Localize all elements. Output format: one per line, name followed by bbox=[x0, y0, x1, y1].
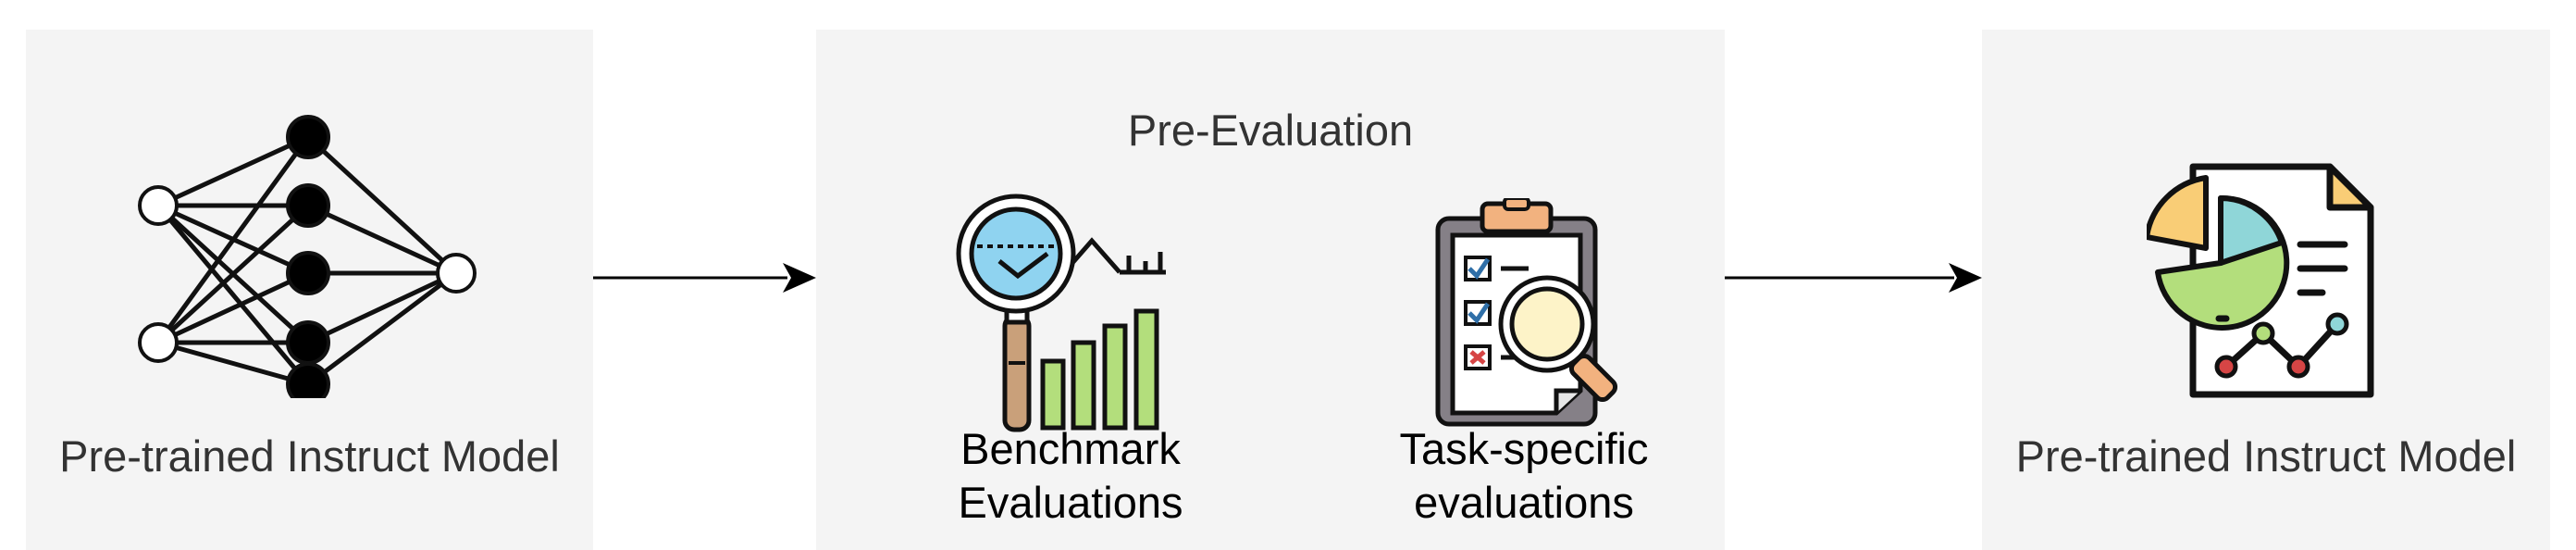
panel-pre-evaluation: Pre-Evaluation Benchmark Evaluations bbox=[816, 30, 1725, 550]
task-specific-evaluations-label-line2: evaluations bbox=[1414, 478, 1634, 527]
benchmark-evaluations-label-line1: Benchmark bbox=[960, 424, 1181, 473]
arrow-right bbox=[593, 263, 816, 293]
arrow-right bbox=[1725, 263, 1982, 293]
pretrained-model-label: Pre-trained Instruct Model bbox=[59, 431, 560, 481]
panel-pretrained-model-input: Pre-trained Instruct Model bbox=[26, 30, 593, 550]
panel-pretrained-model-output: Pre-trained Instruct Model bbox=[1982, 30, 2550, 550]
pre-evaluation-title: Pre-Evaluation bbox=[1127, 106, 1414, 155]
neural-network-icon bbox=[138, 115, 477, 398]
pretrained-model-label: Pre-trained Instruct Model bbox=[2015, 431, 2517, 481]
benchmark-evaluations-label-line2: Evaluations bbox=[958, 478, 1183, 527]
task-specific-evaluations-label-line1: Task-specific bbox=[1399, 424, 1649, 473]
clipboard-checklist-magnifier-icon bbox=[1435, 198, 1618, 427]
report-analytics-document-icon bbox=[2147, 163, 2374, 398]
benchmark-chart-magnifier-icon bbox=[956, 194, 1166, 432]
